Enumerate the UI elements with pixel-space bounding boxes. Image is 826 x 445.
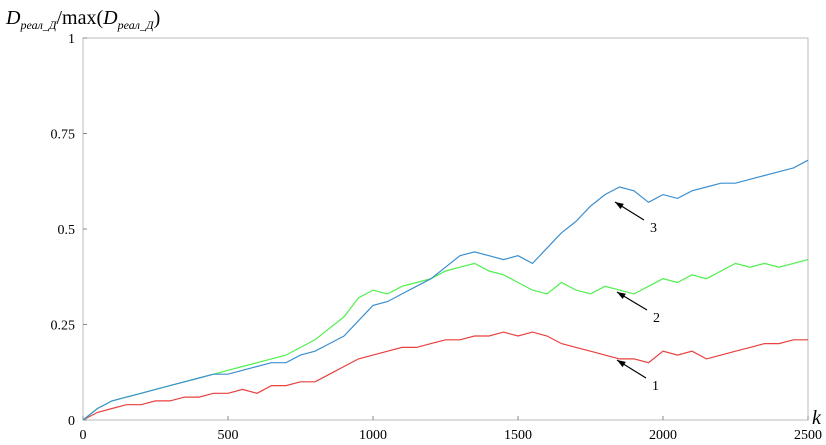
y-tick-label: 0.75 [51,128,76,143]
y-label-part: реал_Д [117,18,155,32]
annotation: 1 [652,379,659,394]
y-tick-label: 0 [68,414,75,429]
arrow-head [615,202,624,210]
y-tick-label: 0.5 [58,223,76,238]
x-tick-label: 1000 [359,428,387,440]
data-line [82,159,809,421]
y-label-part: реал_Д [19,18,57,32]
x-axis-label: k [812,407,822,429]
x-tick-label: 1500 [504,428,532,440]
annotation: 2 [653,311,660,326]
arrow-head [617,292,626,299]
x-tick-label: 0 [80,428,87,440]
x-tick-label: 2500 [794,428,822,440]
y-tick-label: 1 [68,32,75,47]
y-label-part: /max( [57,7,104,29]
y-label-part: D [5,7,21,29]
arrow-head [617,360,626,368]
y-label-part: D [102,7,118,29]
y-tick-label: 0.25 [51,319,76,334]
x-tick-label: 2000 [649,428,677,440]
annotation: 3 [650,221,657,236]
y-axis-label: Dреал_Д/max(Dреал_Д) [5,7,160,32]
data-line [82,331,808,421]
y-label-part: ) [154,7,161,29]
plot-frame [82,37,809,421]
x-tick-label: 500 [218,428,239,440]
